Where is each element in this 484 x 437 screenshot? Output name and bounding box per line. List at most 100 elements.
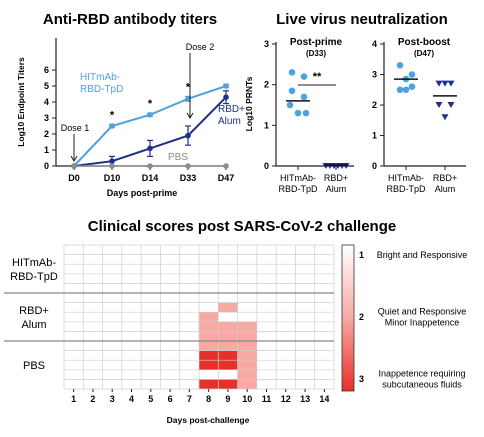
series-point-0 <box>223 83 229 89</box>
heatmap-cell <box>179 360 199 370</box>
titers-y-tick-label: 5 <box>44 81 49 91</box>
heatmap-cell <box>160 341 180 351</box>
heatmap-cell <box>256 302 277 313</box>
heatmap-cell <box>237 293 257 303</box>
heatmap-cell <box>83 254 103 265</box>
heatmap-cell <box>102 293 122 303</box>
heatmap-cell <box>83 312 103 322</box>
dot-x-tick-label: RBD+ <box>433 173 457 183</box>
heatmap-cell <box>256 360 277 370</box>
heatmap-cell <box>141 273 161 284</box>
heatmap-cell <box>276 254 296 265</box>
heatmap-cell <box>102 312 122 322</box>
dot-point <box>288 87 296 95</box>
dot-y-tick-label: 3 <box>372 70 377 80</box>
heatmap-cell <box>121 360 142 370</box>
heatmap-cell <box>218 245 238 255</box>
heatmap-cell <box>179 273 199 284</box>
heatmap-cell <box>314 283 334 293</box>
heatmap-cell <box>141 254 161 265</box>
heatmap-x-tick-label: 5 <box>148 394 153 404</box>
heatmap-cell <box>276 350 296 361</box>
heatmap-cell <box>218 283 238 293</box>
dot-point <box>294 109 302 117</box>
heatmap-cell <box>102 369 122 380</box>
dot-x-tick-label: RBD-TpD <box>386 184 426 194</box>
series-label: RBD-TpD <box>80 84 123 95</box>
dot-y-tick-label: 3 <box>264 39 269 49</box>
heatmap-cell <box>64 312 84 322</box>
heatmap-cell <box>237 331 257 341</box>
heatmap-cell <box>295 379 315 389</box>
heatmap-cell <box>64 264 84 274</box>
triangle-point <box>441 114 449 121</box>
heatmap-cell <box>199 283 219 293</box>
titers-x-axis-label: Days post-prime <box>107 188 178 198</box>
triangle-point <box>447 102 455 108</box>
heatmap-group-label: Alum <box>21 319 46 331</box>
heatmap-cell <box>295 293 315 303</box>
heatmap-cell <box>256 293 277 303</box>
heatmap-cell <box>83 379 103 389</box>
heatmap-cell <box>199 312 219 322</box>
heatmap-cell <box>256 254 277 265</box>
heatmap-cell <box>314 264 334 274</box>
dot-point <box>300 73 308 80</box>
score-color-legend <box>341 244 355 392</box>
heatmap-cell <box>218 360 238 370</box>
heatmap-cell <box>295 312 315 322</box>
heatmap-cell <box>276 341 296 351</box>
heatmap-cell <box>141 245 161 255</box>
heatmap-cell <box>237 341 257 351</box>
dot-point <box>396 62 404 69</box>
heatmap-x-tick-label: 4 <box>129 394 134 404</box>
heatmap-cell <box>160 264 180 274</box>
heatmap-x-tick-label: 12 <box>281 394 291 404</box>
dot-x-tick-label: Alum <box>326 184 347 194</box>
heatmap-cell <box>256 331 277 341</box>
dot-y-tick-label: 0 <box>264 161 269 171</box>
heatmap-cell <box>218 321 238 332</box>
titers-x-tick-label: D0 <box>68 173 80 183</box>
titers-x-tick-label: D47 <box>218 173 235 183</box>
heatmap-cell <box>121 341 142 351</box>
heatmap-cell <box>64 360 84 370</box>
heatmap-cell <box>199 369 219 380</box>
heatmap-cell <box>160 312 180 322</box>
heatmap-cell <box>121 254 142 265</box>
score-legend-label: Minor Inappetence <box>385 318 460 328</box>
heatmap-cell <box>256 273 277 284</box>
heatmap-cell <box>160 350 180 361</box>
heatmap-cell <box>121 264 142 274</box>
dose-arrowhead <box>70 155 78 162</box>
heatmap-cell <box>295 369 315 380</box>
heatmap-cell <box>83 331 103 341</box>
heatmap-x-tick-label: 1 <box>71 394 76 404</box>
titers-y-tick-label: 2 <box>44 129 49 139</box>
score-legend-label: Quiet and Responsive <box>378 307 467 317</box>
heatmap-cell <box>314 302 334 313</box>
heatmap-cell <box>256 341 277 351</box>
heatmap-cell <box>314 379 334 389</box>
series-point-1 <box>223 94 229 100</box>
heatmap-cell <box>141 312 161 322</box>
triangle-point <box>447 80 455 87</box>
heatmap-cell <box>141 379 161 389</box>
heatmap-cell <box>295 254 315 265</box>
heatmap-cell <box>64 379 84 389</box>
heatmap-cell <box>83 321 103 332</box>
dot-point <box>408 71 416 78</box>
heatmap-cell <box>199 273 219 284</box>
heatmap-cell <box>199 264 219 274</box>
series-point-2 <box>223 163 229 169</box>
heatmap-cell <box>295 331 315 341</box>
heatmap-cell <box>141 302 161 313</box>
heatmap-group-label: HITmAb- <box>12 257 56 269</box>
heatmap-cell <box>141 293 161 303</box>
heatmap-cell <box>102 302 122 313</box>
heatmap-cell <box>64 341 84 351</box>
heatmap-cell <box>199 293 219 303</box>
heatmap-cell <box>237 283 257 293</box>
heatmap-cell <box>276 321 296 332</box>
